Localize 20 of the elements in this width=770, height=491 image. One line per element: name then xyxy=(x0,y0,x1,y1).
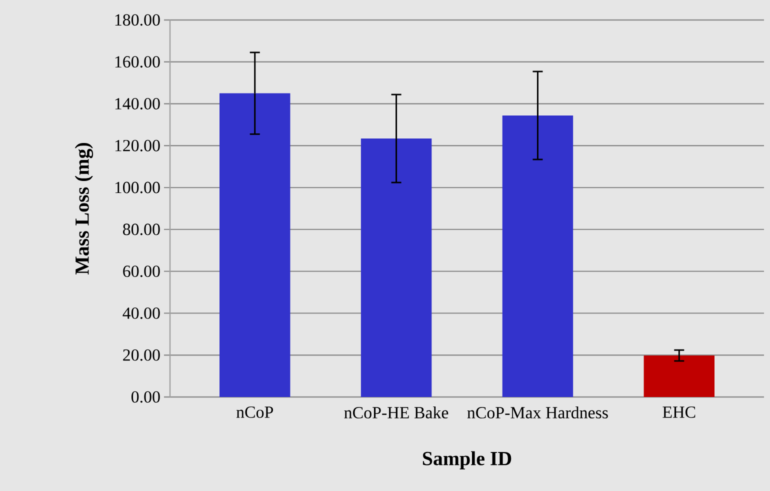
y-tick-label: 40.00 xyxy=(122,307,160,319)
y-tick-label: 60.00 xyxy=(123,266,160,278)
x-tick-label: nCoP-HE Bake xyxy=(344,406,448,418)
y-tick-label: 20.00 xyxy=(123,349,160,361)
y-tick-label: 0.00 xyxy=(131,391,160,403)
y-tick-label: 140.00 xyxy=(115,98,160,110)
bar xyxy=(502,115,574,397)
x-tick-label: nCoP xyxy=(236,406,274,418)
x-tick-label: nCoP-Max Hardness xyxy=(467,406,608,418)
y-axis-title: Mass Loss (mg) xyxy=(74,142,94,275)
y-tick-label: 80.00 xyxy=(123,224,160,236)
bar xyxy=(360,138,432,397)
y-tick-label: 180.00 xyxy=(115,14,160,26)
y-tick-label: 100.00 xyxy=(115,182,160,194)
x-axis-title: Sample ID xyxy=(422,451,512,470)
y-tick-label: 120.00 xyxy=(115,140,160,152)
bar xyxy=(220,93,290,397)
bar xyxy=(644,356,715,397)
x-tick-label: EHC xyxy=(662,406,696,418)
y-tick-label: 160.00 xyxy=(115,56,160,68)
